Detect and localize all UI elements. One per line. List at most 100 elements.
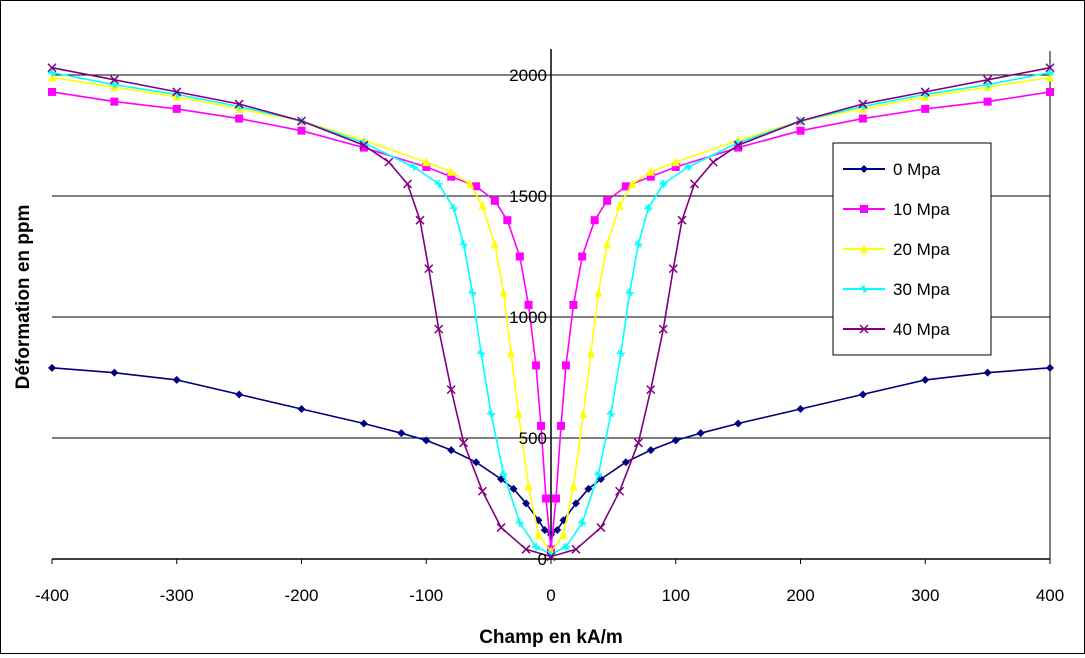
data-point [472, 458, 481, 467]
data-point [921, 104, 930, 113]
data-point [235, 390, 244, 399]
data-point [359, 140, 369, 150]
data-point [503, 216, 512, 225]
data-point [1046, 68, 1054, 77]
x-tick-label: -200 [284, 586, 318, 605]
data-point [569, 481, 578, 491]
data-point [603, 196, 612, 205]
data-point [983, 97, 992, 106]
x-tick-label: 0 [546, 586, 555, 605]
legend-item: 20 Mpa [843, 240, 950, 259]
data-point [671, 162, 680, 171]
data-point [472, 182, 481, 191]
data-point [677, 215, 687, 225]
data-point [578, 518, 587, 527]
y-tick-labels: 0 500 1000 1500 2000 [509, 66, 551, 569]
legend-items: 0 Mpa 10 Mpa 20 Mpa 30 Mpa 40 Mpa [843, 160, 950, 339]
data-point [509, 484, 518, 493]
data-point [542, 494, 551, 503]
data-point [534, 529, 543, 539]
data-point [559, 529, 568, 539]
data-point [478, 200, 487, 210]
data-point [496, 523, 506, 533]
data-point [646, 385, 656, 395]
data-point [621, 182, 630, 191]
series-30-mpa [48, 68, 1054, 559]
data-point [540, 525, 549, 534]
data-point [734, 143, 743, 152]
data-point [860, 285, 868, 293]
data-point [48, 68, 56, 77]
data-point [415, 215, 425, 225]
data-point [477, 486, 487, 496]
data-point [579, 408, 588, 418]
data-point [449, 204, 458, 213]
data-point [409, 162, 418, 171]
data-point [521, 544, 531, 554]
data-point [422, 157, 431, 167]
data-point [524, 300, 533, 309]
data-point [1046, 72, 1054, 82]
data-point [606, 409, 615, 418]
y-axis-title: Déformation en ppm [13, 205, 34, 390]
data-point [459, 240, 468, 249]
data-point [524, 481, 533, 491]
data-point [48, 87, 56, 96]
data-point [110, 80, 119, 89]
data-point [983, 75, 993, 85]
y-tick-label: 1500 [509, 187, 547, 206]
x-tick-label: -100 [409, 586, 443, 605]
data-point [48, 363, 56, 372]
data-point [733, 140, 743, 150]
data-point [858, 99, 868, 109]
data-point [514, 408, 523, 418]
data-point [515, 518, 524, 527]
data-point [110, 97, 119, 106]
data-point [625, 288, 634, 297]
data-point [983, 80, 992, 89]
data-point [684, 162, 693, 171]
data-point [551, 494, 560, 503]
data-point [859, 324, 869, 334]
data-point [671, 157, 680, 167]
data-point [858, 114, 867, 123]
data-point [594, 287, 603, 297]
data-point [434, 324, 444, 334]
data-point [578, 252, 587, 261]
data-point [571, 499, 580, 508]
legend-label: 20 Mpa [893, 240, 950, 259]
data-point [860, 244, 868, 253]
data-point [296, 116, 307, 126]
data-point [734, 419, 743, 428]
data-point [297, 126, 306, 135]
data-point [1046, 87, 1054, 96]
legend-item: 40 Mpa [843, 320, 950, 339]
data-point [586, 348, 595, 358]
data-point [172, 104, 181, 113]
data-point [920, 87, 930, 97]
data-point [860, 205, 868, 213]
data-point [537, 421, 546, 430]
legend-label: 10 Mpa [893, 200, 950, 219]
y-tick-label: 1000 [509, 308, 547, 327]
data-point [507, 348, 516, 358]
data-point [403, 179, 413, 189]
x-tick-label: -300 [160, 586, 194, 605]
data-point [459, 438, 469, 448]
data-point [584, 484, 593, 493]
data-point [47, 63, 57, 73]
data-point [359, 143, 368, 152]
data-point [689, 179, 699, 189]
data-point [616, 349, 625, 358]
data-point [422, 436, 431, 445]
data-point [644, 204, 653, 213]
data-point [628, 178, 637, 188]
data-point [422, 162, 431, 171]
data-point [858, 390, 867, 399]
data-point [447, 172, 456, 181]
data-point [615, 200, 624, 210]
data-point [424, 264, 434, 274]
data-point [796, 126, 805, 135]
data-point [465, 178, 474, 188]
legend: 0 Mpa 10 Mpa 20 Mpa 30 Mpa 40 Mpa [832, 142, 992, 356]
